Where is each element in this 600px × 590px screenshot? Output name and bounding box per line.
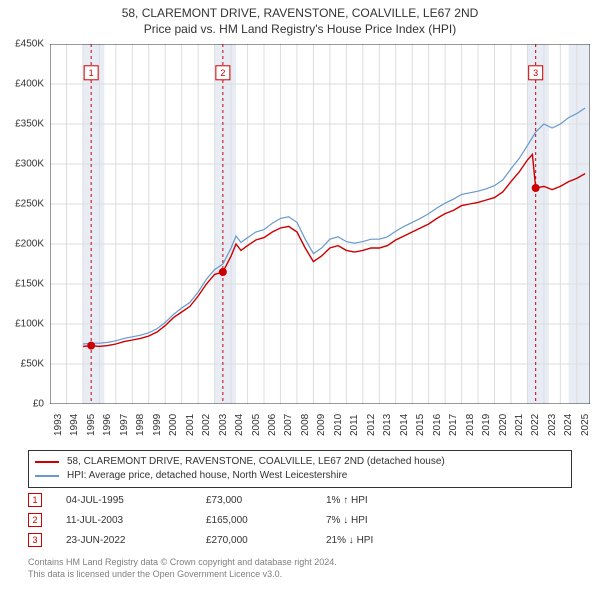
x-tick-label: 2013 (382, 414, 393, 436)
x-tick-label: 2022 (530, 414, 541, 436)
x-tick-label: 2014 (399, 414, 410, 436)
x-tick-label: 1995 (86, 414, 97, 436)
x-tick-label: 2005 (251, 414, 262, 436)
y-tick-label: £250K (15, 199, 44, 210)
point-price: £165,000 (206, 515, 326, 526)
point-date: 11-JUL-2003 (66, 515, 206, 526)
x-tick-label: 2000 (168, 414, 179, 436)
x-tick-label: 2018 (465, 414, 476, 436)
legend-row: 58, CLAREMONT DRIVE, RAVENSTONE, COALVIL… (35, 455, 565, 469)
point-hpi: 1% ↑ HPI (326, 495, 572, 506)
svg-text:3: 3 (533, 68, 538, 78)
y-tick-label: £450K (15, 39, 44, 50)
title-sub: Price paid vs. HM Land Registry's House … (0, 22, 600, 36)
x-tick-label: 2024 (563, 414, 574, 436)
points-row: 3 23-JUN-2022£270,00021% ↓ HPI (28, 530, 572, 550)
chart-container: 58, CLAREMONT DRIVE, RAVENSTONE, COALVIL… (0, 0, 600, 590)
x-tick-label: 1993 (53, 414, 64, 436)
legend-label: 58, CLAREMONT DRIVE, RAVENSTONE, COALVIL… (67, 455, 445, 469)
chart-area: 1 2 3 (50, 44, 590, 404)
y-tick-label: £150K (15, 279, 44, 290)
point-price: £270,000 (206, 535, 326, 546)
title-block: 58, CLAREMONT DRIVE, RAVENSTONE, COALVIL… (0, 0, 600, 36)
svg-text:2: 2 (220, 68, 225, 78)
legend-swatch (35, 475, 59, 477)
points-table: 1 04-JUL-1995£73,0001% ↑ HPI 2 11-JUL-2003£… (28, 490, 572, 550)
x-tick-label: 2010 (333, 414, 344, 436)
legend-row: HPI: Average price, detached house, Nort… (35, 469, 565, 483)
x-axis: 1993 1994 1995 1996 1997 1998 1999 2000 2001 2002… (50, 406, 590, 446)
y-tick-label: £50K (21, 359, 44, 370)
point-marker: 2 (28, 513, 42, 527)
point-date: 04-JUL-1995 (66, 495, 206, 506)
x-tick-label: 2009 (316, 414, 327, 436)
points-row: 2 11-JUL-2003£165,0007% ↓ HPI (28, 510, 572, 530)
point-marker: 3 (28, 533, 42, 547)
x-tick-label: 2011 (349, 414, 360, 436)
legend-swatch (35, 461, 59, 463)
y-tick-label: £100K (15, 319, 44, 330)
x-tick-label: 2017 (448, 414, 459, 436)
points-row: 1 04-JUL-1995£73,0001% ↑ HPI (28, 490, 572, 510)
x-tick-label: 2001 (185, 414, 196, 436)
x-tick-label: 2021 (514, 414, 525, 436)
x-tick-label: 2004 (234, 414, 245, 436)
point-marker: 1 (28, 493, 42, 507)
x-tick-label: 2012 (366, 414, 377, 436)
x-tick-label: 2003 (218, 414, 229, 436)
x-tick-label: 2006 (267, 414, 278, 436)
y-tick-label: £0 (33, 399, 44, 410)
legend-label: HPI: Average price, detached house, Nort… (67, 469, 347, 483)
x-tick-label: 2002 (201, 414, 212, 436)
x-tick-label: 2015 (415, 414, 426, 436)
x-tick-label: 2020 (498, 414, 509, 436)
x-tick-label: 2019 (481, 414, 492, 436)
x-tick-label: 2016 (432, 414, 443, 436)
y-tick-label: £200K (15, 239, 44, 250)
footer: Contains HM Land Registry data © Crown c… (28, 556, 572, 580)
svg-text:1: 1 (89, 68, 94, 78)
x-tick-label: 2008 (300, 414, 311, 436)
x-tick-label: 1998 (135, 414, 146, 436)
y-axis: £0£50K£100K£150K£200K£250K£300K£350K£400… (0, 44, 48, 404)
x-tick-label: 1994 (69, 414, 80, 436)
x-tick-label: 2023 (547, 414, 558, 436)
legend: 58, CLAREMONT DRIVE, RAVENSTONE, COALVIL… (28, 450, 572, 488)
point-date: 23-JUN-2022 (66, 535, 206, 546)
x-tick-label: 1999 (152, 414, 163, 436)
y-tick-label: £350K (15, 119, 44, 130)
title-main: 58, CLAREMONT DRIVE, RAVENSTONE, COALVIL… (0, 6, 600, 20)
x-tick-label: 1996 (102, 414, 113, 436)
plot-svg: 1 2 3 (50, 44, 590, 404)
x-tick-label: 2007 (283, 414, 294, 436)
point-hpi: 21% ↓ HPI (326, 535, 572, 546)
y-tick-label: £300K (15, 159, 44, 170)
point-hpi: 7% ↓ HPI (326, 515, 572, 526)
point-price: £73,000 (206, 495, 326, 506)
x-tick-label: 1997 (119, 414, 130, 436)
y-tick-label: £400K (15, 79, 44, 90)
footer-line-2: This data is licensed under the Open Gov… (28, 568, 572, 580)
footer-line-1: Contains HM Land Registry data © Crown c… (28, 556, 572, 568)
x-tick-label: 2025 (580, 414, 591, 436)
